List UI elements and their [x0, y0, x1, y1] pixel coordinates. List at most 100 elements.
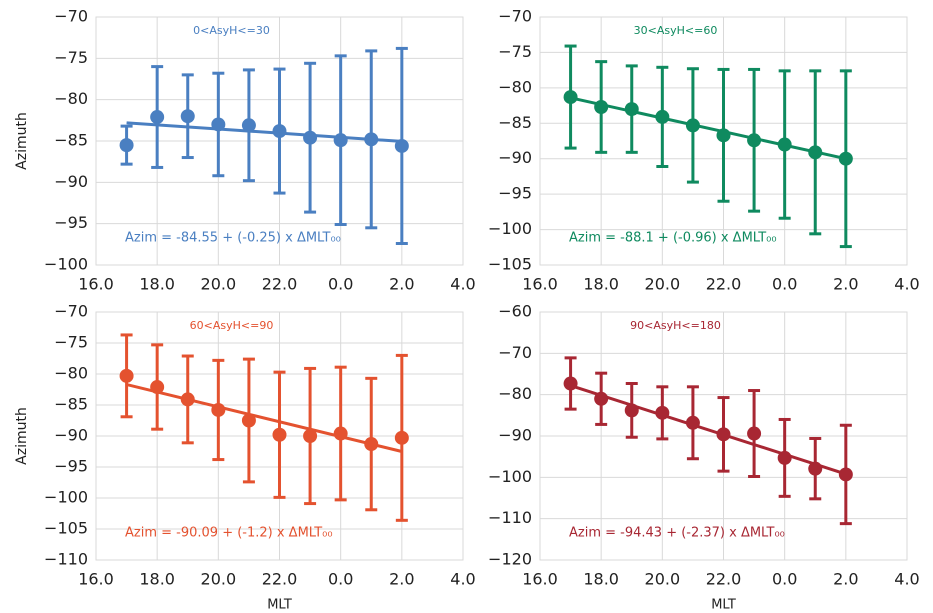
point — [563, 90, 578, 105]
y-tick-label: −95 — [498, 184, 532, 203]
point — [808, 461, 823, 476]
y-tick-label: −105 — [488, 255, 532, 274]
x-tick-label: 4.0 — [450, 275, 475, 294]
y-tick-label: −110 — [488, 508, 532, 527]
x-tick-label: 22.0 — [706, 275, 742, 294]
fit-line — [126, 121, 402, 143]
y-tick-label: −95 — [54, 213, 88, 232]
point — [364, 437, 379, 452]
point — [655, 405, 670, 420]
point — [119, 138, 134, 153]
point — [272, 427, 287, 442]
plot-frame — [95, 16, 464, 266]
subplot-title: 30<AsyH<=60 — [634, 24, 718, 37]
point — [747, 133, 762, 148]
point — [777, 450, 792, 465]
y-tick-label: −80 — [54, 364, 88, 383]
x-tick-label: 0.0 — [772, 275, 797, 294]
y-tick-label: −80 — [54, 89, 88, 108]
x-tick-label: 20.0 — [201, 275, 237, 294]
y-tick-label: −90 — [498, 148, 532, 167]
y-tick-label: −70 — [54, 302, 88, 321]
point — [211, 117, 226, 132]
y-tick-label: −70 — [498, 343, 532, 362]
point — [624, 102, 639, 117]
x-tick-label: 2.0 — [389, 570, 414, 589]
point — [150, 380, 165, 395]
point — [333, 133, 348, 148]
y-tick-label: −85 — [54, 131, 88, 150]
point — [624, 403, 639, 418]
point — [655, 109, 670, 124]
y-tick-label: −80 — [498, 384, 532, 403]
y-tick-label: −75 — [498, 42, 532, 61]
y-tick-label: −70 — [54, 7, 88, 26]
point — [364, 132, 379, 147]
point — [241, 118, 256, 133]
y-tick-label: −100 — [44, 488, 88, 507]
y-tick-label: −85 — [54, 395, 88, 414]
x-tick-label: 22.0 — [706, 570, 742, 589]
x-tick-label: 18.0 — [139, 570, 175, 589]
x-tick-label: 22.0 — [262, 275, 298, 294]
x-tick-label: 0.0 — [772, 570, 797, 589]
x-tick-label: 16.0 — [522, 275, 558, 294]
plot-frame — [95, 311, 464, 561]
x-tick-label: 18.0 — [583, 275, 619, 294]
x-tick-label: 20.0 — [645, 570, 681, 589]
point — [594, 391, 609, 406]
subplot-title: 90<AsyH<=180 — [630, 319, 721, 332]
y-axis-label: Azimuth — [14, 407, 30, 465]
x-tick-label: 0.0 — [328, 570, 353, 589]
y-tick-label: −120 — [488, 550, 532, 569]
y-tick-label: −100 — [44, 255, 88, 274]
subplot-title: 0<AsyH<=30 — [193, 24, 270, 37]
y-tick-label: −100 — [488, 219, 532, 238]
y-axis-label: Azimuth — [14, 112, 30, 170]
point — [303, 429, 318, 443]
y-tick-label: −60 — [498, 302, 532, 321]
x-tick-label: 4.0 — [450, 570, 475, 589]
x-tick-label: 20.0 — [645, 275, 681, 294]
point — [685, 415, 700, 430]
plot-frame — [539, 311, 908, 561]
point — [241, 413, 256, 428]
point — [777, 137, 792, 152]
x-tick-label: 2.0 — [833, 570, 858, 589]
x-tick-label: 18.0 — [139, 275, 175, 294]
annotation: Azim = -90.09 + (-1.2) x ΔMLT₀₀ — [125, 526, 333, 541]
point — [838, 467, 853, 482]
y-tick-label: −80 — [498, 77, 532, 96]
point — [180, 392, 195, 407]
y-tick-label: −75 — [54, 48, 88, 67]
annotation: Azim = -84.55 + (-0.25) x ΔMLT₀₀ — [125, 231, 341, 246]
y-tick-label: −105 — [44, 519, 88, 538]
y-tick-label: −100 — [488, 467, 532, 486]
point — [685, 118, 700, 133]
point — [394, 430, 409, 445]
point — [303, 130, 318, 145]
y-tick-label: −90 — [54, 426, 88, 445]
x-tick-label: 0.0 — [328, 275, 353, 294]
point — [716, 128, 731, 143]
y-tick-label: −75 — [54, 333, 88, 352]
x-tick-label: 2.0 — [833, 275, 858, 294]
point — [211, 402, 226, 417]
point — [394, 138, 409, 153]
point — [180, 109, 195, 124]
point — [838, 151, 853, 166]
point — [119, 368, 134, 383]
annotation: Azim = -88.1 + (-0.96) x ΔMLT₀₀ — [569, 231, 777, 246]
x-tick-label: 18.0 — [583, 570, 619, 589]
y-tick-label: −90 — [54, 172, 88, 191]
y-tick-label: −70 — [498, 7, 532, 26]
x-tick-label: 22.0 — [262, 570, 298, 589]
point — [716, 427, 731, 442]
point — [563, 376, 578, 391]
y-tick-label: −85 — [498, 113, 532, 132]
x-tick-label: 20.0 — [201, 570, 237, 589]
point — [594, 99, 609, 114]
x-tick-label: 16.0 — [78, 570, 114, 589]
annotation: Azim = -94.43 + (-2.37) x ΔMLT₀₀ — [569, 526, 785, 541]
